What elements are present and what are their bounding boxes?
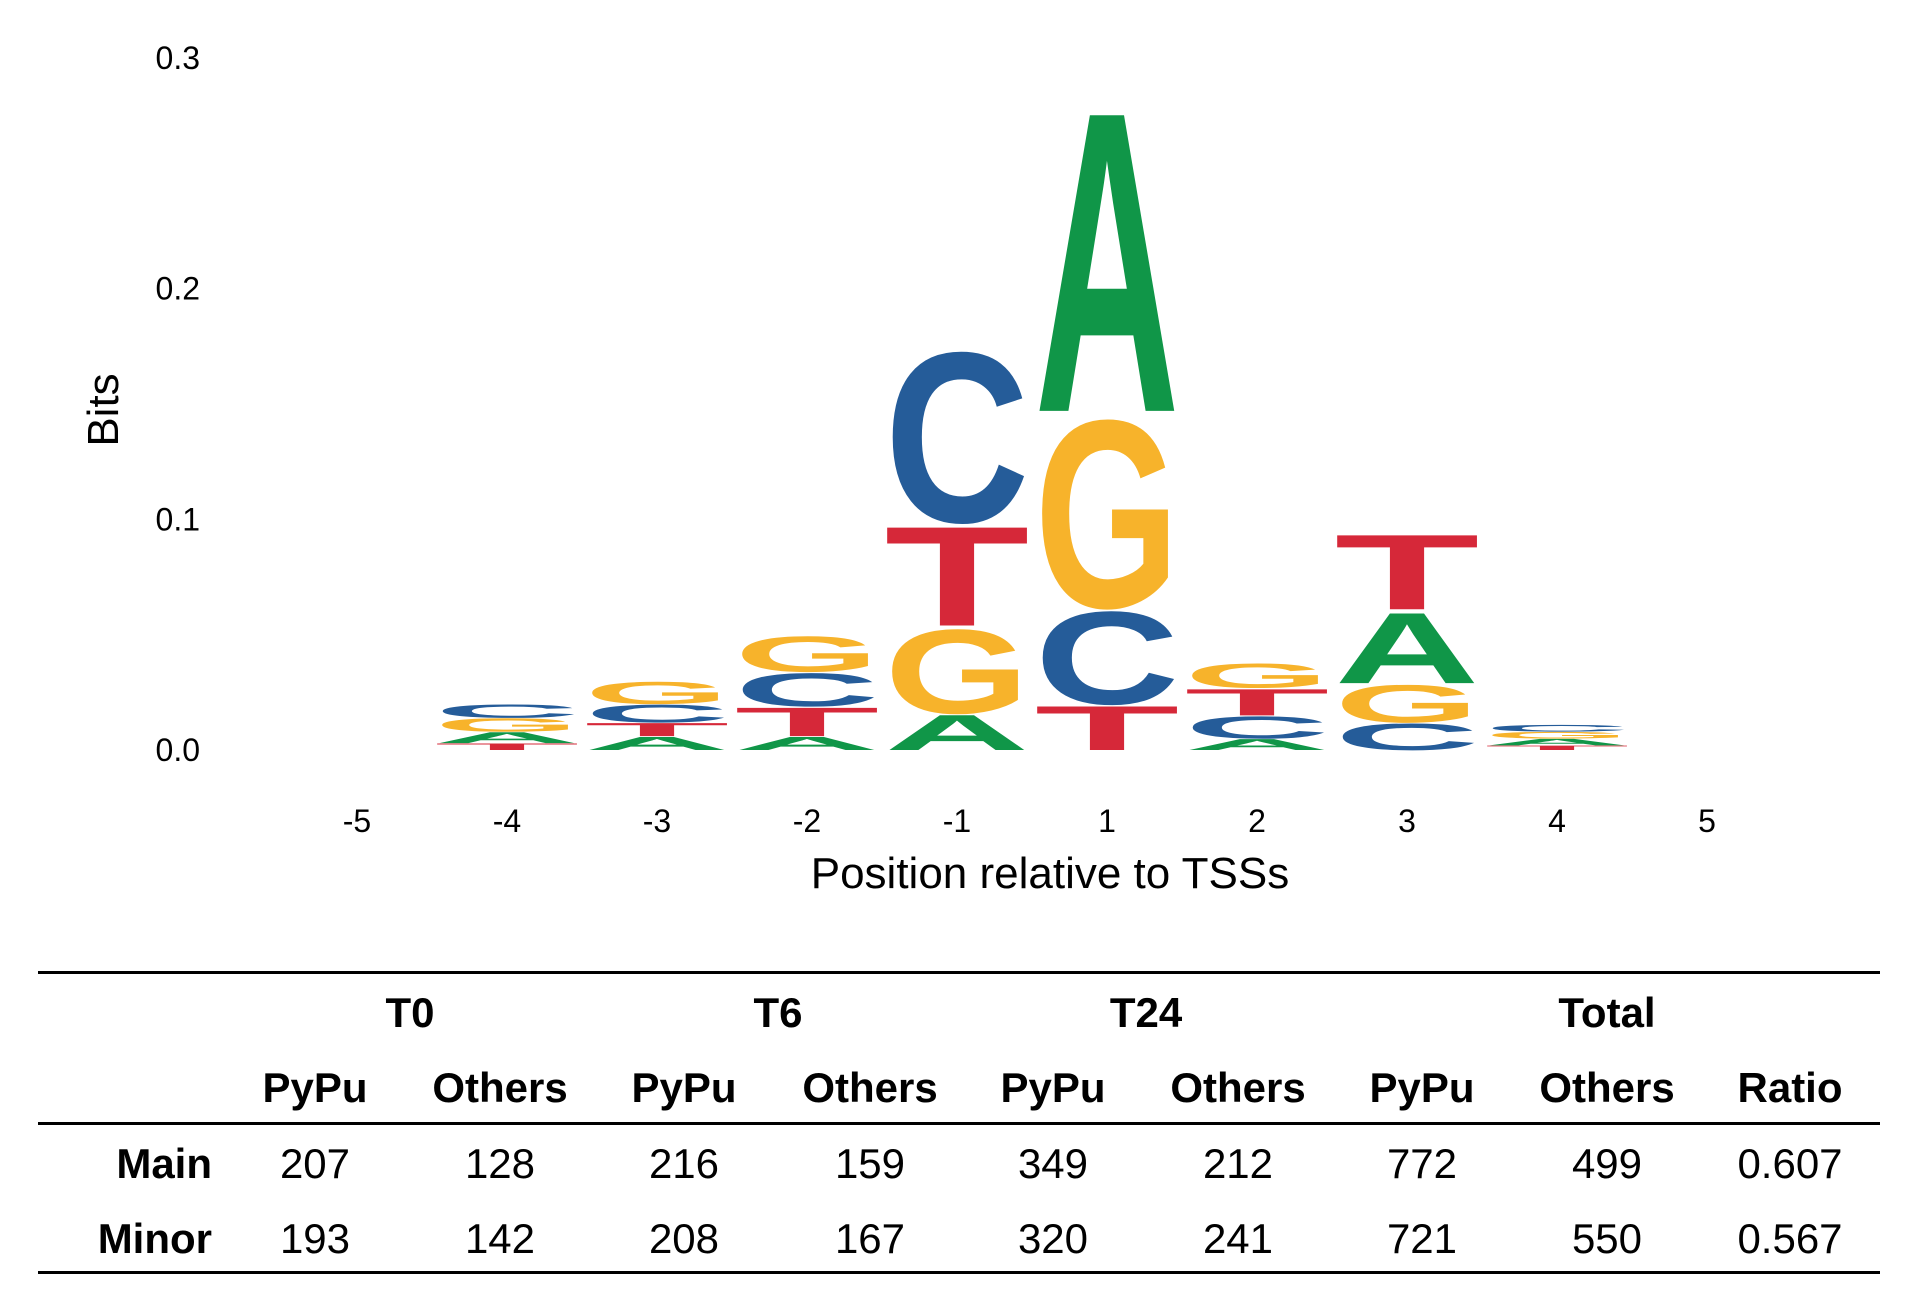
table-top-rule — [38, 971, 1880, 974]
logo-letter-a: A — [434, 729, 579, 747]
table-cell: 159 — [834, 1140, 906, 1187]
logo-letter-t: T — [1185, 681, 1330, 723]
table-column-header: PyPu — [1369, 1064, 1475, 1111]
x-tick-label: 2 — [1248, 803, 1266, 839]
x-tick-label: -4 — [493, 803, 521, 839]
y-tick-label: 0.3 — [156, 40, 200, 76]
logo-letter-t: T — [1485, 744, 1630, 751]
table-bottom-rule — [38, 1271, 1880, 1274]
logo-letter-c: C — [884, 302, 1029, 574]
x-tick-label: -3 — [643, 803, 671, 839]
logo-letter-a: A — [734, 733, 879, 754]
table-cell: 142 — [464, 1215, 536, 1262]
table-column-header: PyPu — [1000, 1064, 1106, 1111]
logo-letter-g: G — [735, 626, 880, 683]
table-cell: 207 — [279, 1140, 351, 1187]
y-axis-ticks: 0.0 0.1 0.2 0.3 — [156, 40, 200, 768]
y-axis-title: Bits — [79, 373, 128, 446]
table-column-header: Ratio — [1737, 1064, 1843, 1111]
logo-letter-c: C — [584, 700, 729, 728]
table-cell: 167 — [834, 1215, 906, 1262]
logo-letter-g: G — [1185, 657, 1330, 696]
table-row-label: Minor — [97, 1215, 212, 1262]
logo-letter-t: T — [435, 741, 580, 752]
table-group-header: T0 — [385, 989, 435, 1036]
table-cell: 216 — [648, 1140, 720, 1187]
x-tick-label: -5 — [343, 803, 371, 839]
table-header-rule — [38, 1122, 1880, 1125]
logo-letter-a: A — [884, 704, 1029, 761]
x-tick-label: -1 — [943, 803, 971, 839]
logo-letter-c: C — [1184, 710, 1329, 745]
table-cell: 212 — [1202, 1140, 1274, 1187]
table-cell: 499 — [1571, 1140, 1643, 1187]
logo-letter-c: C — [1334, 716, 1479, 759]
logo-letter-t: T — [735, 699, 880, 745]
table-column-header: Others — [802, 1064, 938, 1111]
table-row-label: Main — [116, 1140, 212, 1187]
logo-letter-t: T — [885, 498, 1030, 656]
logo-letter-c: C — [1034, 585, 1179, 733]
logo-letter-a: A — [1334, 592, 1479, 705]
table-group-header: T24 — [1109, 989, 1183, 1036]
table-group-header: T6 — [753, 989, 803, 1036]
logo-letter-g: G — [885, 605, 1030, 739]
logo-letter-a: A — [584, 733, 729, 754]
table-cell: 0.607 — [1737, 1140, 1843, 1187]
table-cell: 349 — [1017, 1140, 1089, 1187]
sequence-logo-chart: 0.00.10.20.3 Bits TAGCATCGATCGAGTCTCGAAC… — [79, 23, 1716, 898]
x-tick-label: 4 — [1548, 803, 1566, 839]
table-group-header: Total — [1558, 989, 1656, 1036]
y-tick-label: 0.1 — [156, 501, 200, 537]
table-cell: 550 — [1571, 1215, 1643, 1262]
x-tick-label: 5 — [1698, 803, 1716, 839]
table-column-header: Others — [432, 1064, 568, 1111]
logo-letter-g: G — [1035, 364, 1180, 664]
x-axis-title: Position relative to TSSs — [811, 849, 1290, 898]
table-cell: 208 — [648, 1215, 720, 1262]
logo-letter-c: C — [1484, 723, 1629, 734]
table-cell: 721 — [1386, 1215, 1458, 1262]
x-axis-ticks: -5 -4 -3 -2 -1 1 2 3 4 5 — [343, 803, 1716, 839]
logo-letter-t: T — [585, 719, 730, 740]
x-tick-label: 1 — [1098, 803, 1116, 839]
logo-letter-t: T — [1035, 693, 1180, 764]
logo-letter-g: G — [585, 675, 730, 710]
table-cell: 320 — [1017, 1215, 1089, 1262]
logo-letter-c: C — [434, 701, 579, 722]
table-cell: 241 — [1202, 1215, 1274, 1262]
logo-letter-g: G — [435, 715, 580, 736]
logo-letter-t: T — [1335, 512, 1480, 632]
logo-letter-a: A — [1034, 23, 1179, 503]
logo-letter-g: G — [1335, 674, 1480, 734]
table-cell: 772 — [1386, 1140, 1458, 1187]
table-cell: 193 — [279, 1215, 351, 1262]
y-tick-label: 0.2 — [156, 271, 200, 307]
logo-letter-a: A — [1184, 736, 1329, 754]
logo-letter-a: A — [1484, 737, 1629, 748]
table-column-header: PyPu — [631, 1064, 737, 1111]
table-cell: 0.567 — [1737, 1215, 1843, 1262]
logo-letter-g: G — [1485, 730, 1630, 741]
table-column-header: Others — [1539, 1064, 1675, 1111]
table-cell: 128 — [464, 1140, 536, 1187]
x-tick-label: 3 — [1398, 803, 1416, 839]
y-tick-label: 0.0 — [156, 732, 200, 768]
x-tick-label: -2 — [793, 803, 821, 839]
table-column-header: Others — [1170, 1064, 1306, 1111]
table-column-header: PyPu — [262, 1064, 368, 1111]
logo-letter-c: C — [734, 663, 879, 716]
